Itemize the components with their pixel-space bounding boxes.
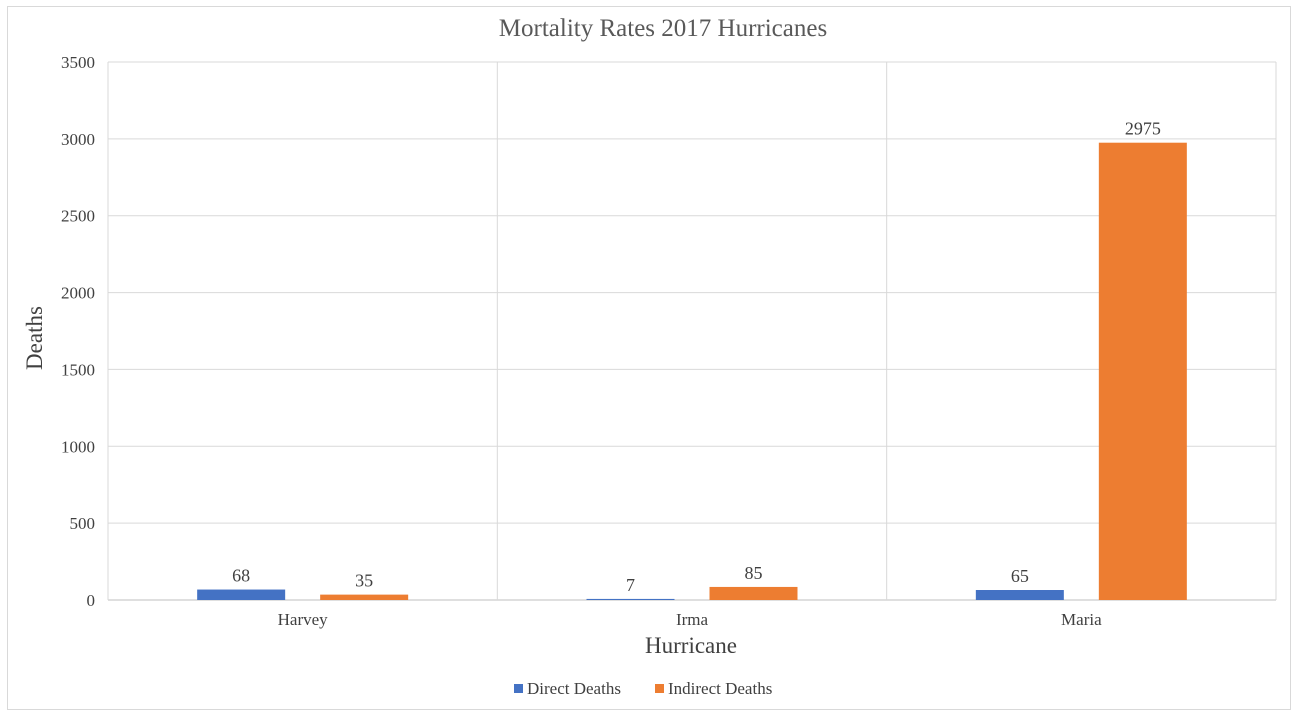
- legend-label: Indirect Deaths: [668, 679, 772, 698]
- y-tick-label: 2500: [61, 207, 95, 226]
- bar: [975, 590, 1064, 600]
- x-axis-title: Hurricane: [645, 633, 737, 658]
- y-tick-label: 3500: [61, 53, 95, 72]
- data-label: 7: [626, 575, 635, 595]
- bar: [586, 598, 675, 600]
- y-tick-label: 3000: [61, 130, 95, 149]
- x-tick-label: Harvey: [278, 610, 329, 629]
- data-label: 65: [1011, 566, 1029, 586]
- bar: [320, 594, 409, 600]
- y-tick-label: 500: [70, 514, 96, 533]
- x-tick-label: Irma: [676, 610, 709, 629]
- legend-swatch: [655, 684, 664, 693]
- data-label: 68: [232, 566, 250, 586]
- bar: [1098, 142, 1187, 600]
- y-tick-label: 0: [87, 591, 96, 610]
- chart-title: Mortality Rates 2017 Hurricanes: [499, 15, 827, 42]
- bar: [197, 589, 286, 600]
- data-label: 2975: [1125, 119, 1161, 139]
- y-tick-label: 2000: [61, 284, 95, 303]
- x-tick-label: Maria: [1061, 610, 1102, 629]
- bar: [709, 586, 798, 600]
- y-tick-label: 1000: [61, 437, 95, 456]
- data-label: 35: [355, 571, 373, 591]
- legend-swatch: [514, 684, 523, 693]
- legend-label: Direct Deaths: [527, 679, 621, 698]
- y-tick-label: 1500: [61, 360, 95, 379]
- data-label: 85: [745, 563, 763, 583]
- y-axis-title: Deaths: [22, 306, 47, 370]
